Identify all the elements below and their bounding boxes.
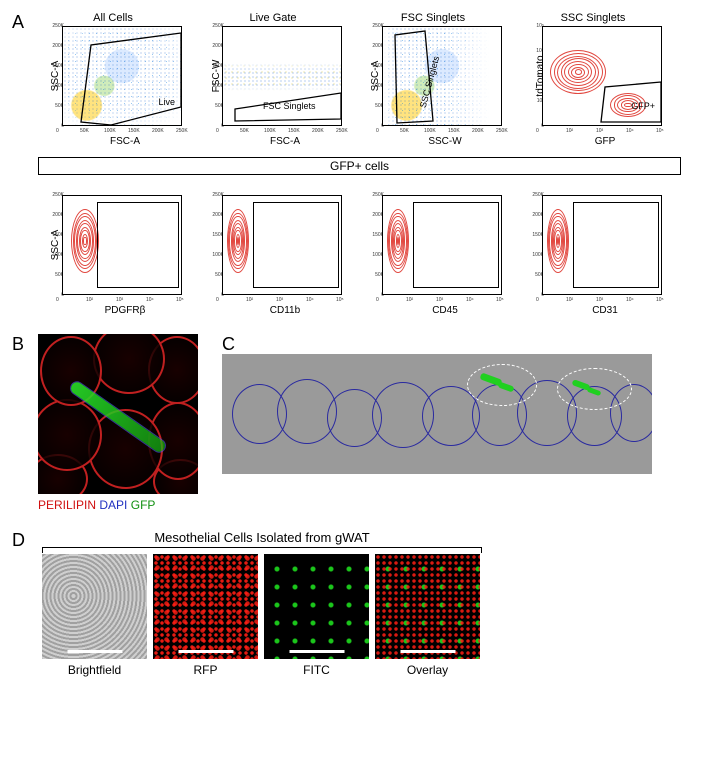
panel-d-row xyxy=(42,554,691,659)
meso-image-overlay xyxy=(375,554,480,659)
panel-c-label: C xyxy=(222,334,235,355)
scalebar xyxy=(178,650,233,653)
panel-b-image xyxy=(38,334,198,494)
meso-image-rfp xyxy=(153,554,258,659)
facs-xlabel: GFP xyxy=(542,136,668,147)
panel-a-row2: SSC-A 050K100K150K200K250K 010²10³10⁴10⁵… xyxy=(38,181,691,316)
facs-box xyxy=(382,195,502,295)
facs-xlabel: CD11b xyxy=(222,305,348,316)
facs-xlabel: FSC-A xyxy=(222,136,348,147)
facs-plot: 050K100K150K200K250K 010²10³10⁴10⁵ CD31 xyxy=(518,181,668,316)
scalebar xyxy=(289,650,344,653)
facs-yticks: 050K100K150K200K250K xyxy=(532,195,542,295)
meso-image-brightfield xyxy=(42,554,147,659)
panel-a-row1: All Cells SSC-A 050K100K150K200K250K Liv… xyxy=(38,12,691,147)
legend-gfp: GFP xyxy=(131,498,156,512)
facs-plot: All Cells SSC-A 050K100K150K200K250K Liv… xyxy=(38,12,188,147)
facs-yticks: 050K100K150K200K250K xyxy=(52,26,62,126)
facs-yticks: 050K100K150K200K250K xyxy=(52,195,62,295)
facs-yticks: 050K100K150K200K250K xyxy=(372,195,382,295)
facs-xlabel: CD45 xyxy=(382,305,508,316)
facs-xlabel: CD31 xyxy=(542,305,668,316)
panel-c-image xyxy=(222,354,652,474)
gfp-plus-header: GFP+ cells xyxy=(38,157,681,175)
facs-box: SSC Singlets xyxy=(382,26,502,126)
facs-yticks: 050K100K150K200K250K xyxy=(212,26,222,126)
facs-box: FSC Singlets xyxy=(222,26,342,126)
facs-yticks: 050K100K150K200K250K xyxy=(212,195,222,295)
roi-dashed-oval xyxy=(557,368,632,410)
meso-label: Brightfield xyxy=(42,663,147,677)
facs-plot: SSC Singlets tdTomato 010²10³10⁴10⁵ GFP+… xyxy=(518,12,668,147)
facs-box xyxy=(62,195,182,295)
panel-b-label: B xyxy=(12,334,24,355)
panel-d-bracket xyxy=(42,547,482,548)
panel-bc-row: B PERILIPIN DAPI GFP C xyxy=(12,334,691,512)
panel-b-legend: PERILIPIN DAPI GFP xyxy=(38,498,198,512)
facs-plot: Live Gate FSC-W 050K100K150K200K250K FSC… xyxy=(198,12,348,147)
facs-plot: SSC-A 050K100K150K200K250K 010²10³10⁴10⁵… xyxy=(38,181,188,316)
facs-box: Live xyxy=(62,26,182,126)
panel-d: D Mesothelial Cells Isolated from gWAT B… xyxy=(12,530,691,677)
facs-xlabel: SSC-W xyxy=(382,136,508,147)
facs-xlabel: FSC-A xyxy=(62,136,188,147)
scalebar xyxy=(400,650,455,653)
facs-plot: FSC Singlets SSC-A 050K100K150K200K250K … xyxy=(358,12,508,147)
facs-plot: 050K100K150K200K250K 010²10³10⁴10⁵ CD11b xyxy=(198,181,348,316)
facs-yticks: 050K100K150K200K250K xyxy=(372,26,382,126)
scalebar xyxy=(67,650,122,653)
panel-a-label: A xyxy=(12,12,24,33)
panel-d-labels: Brightfield RFP FITC Overlay xyxy=(42,659,691,677)
legend-dapi: DAPI xyxy=(99,498,127,512)
meso-image-fitc xyxy=(264,554,369,659)
facs-xlabel: PDGFRβ xyxy=(62,305,188,316)
panel-b: B PERILIPIN DAPI GFP xyxy=(12,334,198,512)
legend-perilipin: PERILIPIN xyxy=(38,498,96,512)
facs-box xyxy=(222,195,342,295)
meso-label: Overlay xyxy=(375,663,480,677)
panel-d-label: D xyxy=(12,530,25,551)
panel-a: A All Cells SSC-A 050K100K150K200K250K L… xyxy=(12,12,691,316)
roi-dashed-oval xyxy=(467,364,537,406)
facs-box xyxy=(542,195,662,295)
facs-box: GFP+ xyxy=(542,26,662,126)
panel-c: C xyxy=(222,334,691,512)
figure: A All Cells SSC-A 050K100K150K200K250K L… xyxy=(12,12,691,677)
meso-label: FITC xyxy=(264,663,369,677)
facs-plot: 050K100K150K200K250K 010²10³10⁴10⁵ CD45 xyxy=(358,181,508,316)
meso-label: RFP xyxy=(153,663,258,677)
facs-yticks: 010²10³10⁴10⁵ xyxy=(532,26,542,126)
panel-d-title: Mesothelial Cells Isolated from gWAT xyxy=(42,530,482,545)
